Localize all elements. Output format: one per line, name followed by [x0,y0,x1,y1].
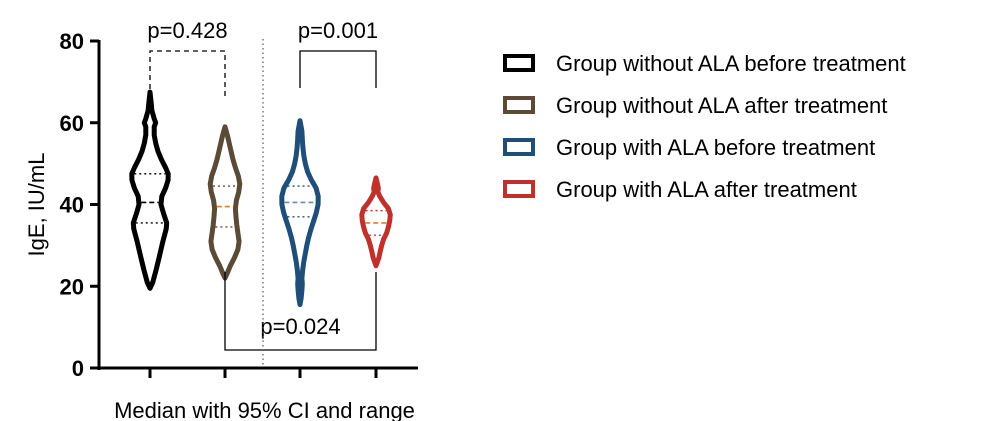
bracket [224,272,377,351]
violin-group-1 [129,89,171,291]
y-tick-label: 20 [60,274,84,299]
x-axis [97,366,418,378]
y-axis: 0 20 40 60 80 [60,29,101,381]
legend-swatch [503,54,535,72]
violin-group-3 [279,118,321,308]
y-tick-label: 80 [60,29,84,54]
y-axis-label: IgE, IU/mL [24,153,49,257]
legend: Group without ALA before treatment Group … [503,51,906,202]
y-tick-label: 60 [60,111,84,136]
p-value-label: p=0.001 [298,18,378,43]
bracket [149,50,226,98]
comparison-2: p=0.001 [298,18,378,88]
violin-outline [359,175,393,269]
legend-label: Group without ALA after treatment [556,93,887,118]
legend-swatch [503,180,535,198]
violin-outline [207,124,243,281]
comparison-brackets: p=0.428 p=0.001 p=0.024 [147,18,378,351]
violin-group-4 [359,175,393,269]
legend-item-2: Group without ALA after treatment [503,93,887,118]
comparison-1: p=0.428 [147,18,228,98]
violin-group-2 [207,124,243,281]
violins [129,89,393,308]
legend-swatch [503,138,535,156]
legend-label: Group with ALA after treatment [556,177,857,202]
p-value-label: p=0.024 [260,314,340,339]
legend-label: Group without ALA before treatment [556,51,906,76]
legend-label: Group with ALA before treatment [556,135,875,160]
comparison-3: p=0.024 [224,272,377,351]
violin-outline [279,118,321,308]
legend-item-3: Group with ALA before treatment [503,135,875,160]
legend-item-4: Group with ALA after treatment [503,177,857,202]
legend-item-1: Group without ALA before treatment [503,51,906,76]
p-value-label: p=0.428 [147,18,227,43]
violin-outline [129,89,171,291]
bracket [299,50,377,88]
legend-swatch [503,96,535,114]
y-tick-label: 0 [72,356,84,381]
y-tick-label: 40 [60,193,84,218]
x-axis-label: Median with 95% CI and range [114,398,415,421]
